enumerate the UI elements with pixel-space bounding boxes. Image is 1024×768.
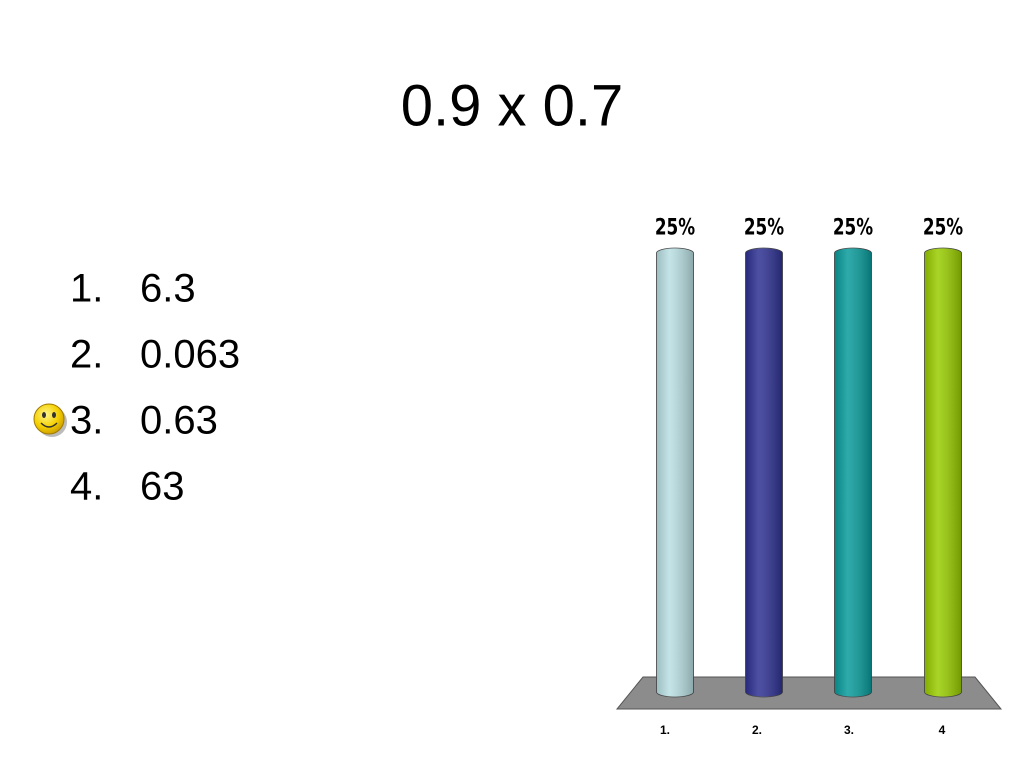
option-text: 63: [140, 465, 185, 509]
slide-title: 0.9 x 0.7: [401, 73, 623, 138]
value-label: 25%: [744, 214, 784, 240]
x-tick-label: 2.: [752, 723, 762, 737]
bar: [924, 247, 962, 698]
bar: [834, 247, 872, 698]
x-tick-label: 4: [939, 723, 946, 737]
value-label: 25%: [923, 214, 963, 240]
value-label: 25%: [655, 214, 695, 240]
bar: [656, 247, 694, 698]
value-label: 25%: [833, 214, 873, 240]
option-text: 0.63: [140, 399, 218, 443]
option-number: 3.: [70, 399, 103, 443]
correct-marker: [33, 403, 67, 437]
x-tick-label: 3.: [844, 723, 854, 737]
option-number: 4.: [70, 465, 103, 509]
option-text: 0.063: [140, 333, 240, 377]
option-text: 6.3: [140, 267, 196, 311]
option-number: 1.: [70, 267, 103, 311]
x-tick-label: 1.: [660, 723, 670, 737]
option-number: 2.: [70, 333, 103, 377]
bar: [745, 247, 783, 698]
